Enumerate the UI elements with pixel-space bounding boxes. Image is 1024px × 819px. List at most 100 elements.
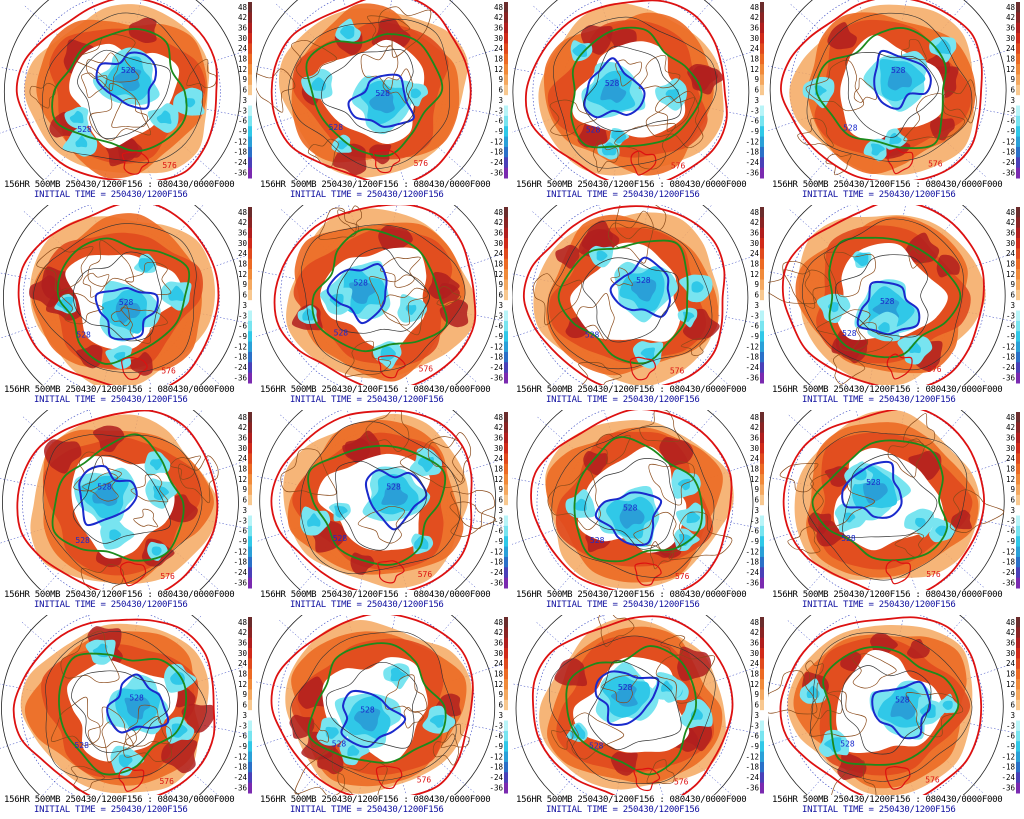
- colorbar-swatch: [504, 637, 508, 649]
- colorbar-tick-label: 9: [498, 75, 503, 84]
- colorbar-tick-label: 18: [750, 670, 760, 679]
- colorbar-tick-label: 12: [238, 475, 247, 484]
- contour-label: 528: [333, 534, 348, 543]
- colorbar-tick-label: 12: [750, 65, 759, 74]
- colorbar-swatch: [248, 136, 252, 148]
- contour-576: [780, 0, 983, 180]
- colorbar-tick-label: -3: [1006, 516, 1015, 525]
- colorbar-tick-label: 48: [1006, 618, 1016, 627]
- colorbar-swatch: [504, 782, 508, 794]
- colorbar-tick-label: -12: [233, 137, 247, 146]
- colorbar-tick-label: -36: [489, 578, 503, 587]
- colorbar-tick-label: -24: [233, 158, 247, 167]
- colorbar-swatch: [504, 422, 508, 434]
- colorbar-swatch: [248, 2, 252, 13]
- colorbar-tick-label: 48: [494, 618, 504, 627]
- colorbar-swatch: [760, 2, 764, 13]
- colorbar-tick-label: -36: [233, 168, 247, 177]
- colorbar-swatch: [1016, 536, 1020, 548]
- colorbar-tick-label: 9: [754, 280, 759, 289]
- colorbar-tick-label: 12: [1006, 270, 1015, 279]
- colorbar-swatch: [1016, 279, 1020, 291]
- colorbar-tick-label: 42: [1006, 423, 1015, 432]
- colorbar-swatch: [504, 525, 508, 537]
- colorbar-swatch: [504, 115, 508, 127]
- colorbar-tick-label: 42: [238, 628, 247, 637]
- colorbar-swatch: [248, 658, 252, 670]
- colorbar-swatch: [1016, 157, 1020, 169]
- colorbar-tick-label: 30: [494, 444, 504, 453]
- colorbar-swatch: [760, 258, 764, 270]
- contour-552: [58, 652, 188, 776]
- colorbar-tick-label: 36: [238, 23, 248, 32]
- colorbar-swatch: [248, 146, 252, 158]
- contour-552: [828, 236, 962, 359]
- ensemble-panel: 528 576 528 48 42 36 30 24 18 12 9 6 3 -3 -6 -9 -12 -18 -2…: [512, 615, 766, 817]
- colorbar-tick-label: 12: [238, 680, 247, 689]
- contour-label: 528: [121, 66, 136, 75]
- contour-label: 528: [77, 125, 92, 134]
- contour-552: [822, 646, 960, 766]
- colorbar-tick-label: -6: [238, 117, 248, 126]
- colorbar-swatch: [1016, 238, 1020, 249]
- colorbar-swatch: [760, 627, 764, 639]
- colorbar-tick-label: 24: [1006, 454, 1016, 463]
- colorbar-tick-label: -36: [1001, 168, 1015, 177]
- colorbar-swatch: [248, 362, 252, 374]
- colorbar-swatch: [504, 126, 508, 138]
- colorbar-swatch: [1016, 248, 1020, 260]
- contour-576: [270, 615, 474, 795]
- colorbar-swatch: [760, 453, 764, 465]
- colorbar-tick-label: -18: [1001, 148, 1015, 157]
- colorbar-swatch: [504, 505, 508, 517]
- colorbar-tick-label: 12: [238, 65, 247, 74]
- colorbar-swatch: [504, 567, 508, 579]
- colorbar-tick-label: 48: [494, 413, 504, 422]
- colorbar-swatch: [1016, 207, 1020, 218]
- contour-label: 576: [925, 776, 940, 785]
- contour-552: [307, 444, 447, 566]
- colorbar-swatch: [1016, 331, 1020, 343]
- colorbar-swatch: [760, 269, 764, 280]
- colorbar-swatch: [760, 33, 764, 44]
- colorbar-tick-label: 12: [238, 270, 247, 279]
- contour-552: [307, 642, 447, 764]
- colorbar-tick-label: -6: [494, 732, 504, 741]
- colorbar-swatch: [504, 269, 508, 280]
- contour-528: [841, 460, 903, 519]
- colorbar-tick-label: -3: [494, 516, 503, 525]
- colorbar-tick-label: -3: [750, 516, 759, 525]
- colorbar-swatch: [504, 258, 508, 270]
- colorbar-swatch: [248, 372, 252, 384]
- colorbar-tick-label: 18: [494, 670, 504, 679]
- colorbar-tick-label: 9: [1010, 485, 1015, 494]
- contour-576: [273, 205, 477, 385]
- colorbar-tick-label: -36: [1001, 783, 1015, 792]
- colorbar-swatch: [1016, 741, 1020, 753]
- colorbar-tick-label: 48: [494, 3, 504, 12]
- colorbar-tick-label: -3: [494, 106, 503, 115]
- colorbar-swatch: [760, 689, 764, 701]
- colorbar-tick-label: 36: [1006, 23, 1016, 32]
- contour-552: [811, 439, 949, 562]
- colorbar-tick-label: -9: [1006, 127, 1015, 136]
- colorbar-tick-label: 18: [238, 670, 248, 679]
- colorbar-swatch: [248, 730, 252, 742]
- colorbar-swatch: [248, 761, 252, 773]
- colorbar-tick-label: 42: [494, 13, 503, 22]
- contour-label: 576: [675, 572, 690, 581]
- colorbar-tick-label: -36: [745, 783, 759, 792]
- colorbar-swatch: [760, 505, 764, 517]
- colorbar-swatch: [1016, 372, 1020, 384]
- colorbar-tick-label: 18: [1006, 260, 1016, 269]
- colorbar-tick-label: 30: [1006, 34, 1016, 43]
- colorbar-swatch: [1016, 217, 1020, 229]
- colorbar-swatch: [1016, 146, 1020, 158]
- panel-caption: 156HR 500MB 250430/1200F156 : 080430/000…: [772, 795, 1003, 805]
- colorbar-tick-label: -36: [1001, 373, 1015, 382]
- colorbar-tick-label: -36: [233, 373, 247, 382]
- contour-label: 528: [329, 123, 344, 132]
- colorbar-tick-label: 12: [750, 680, 759, 689]
- colorbar-tick-label: 6: [754, 86, 759, 95]
